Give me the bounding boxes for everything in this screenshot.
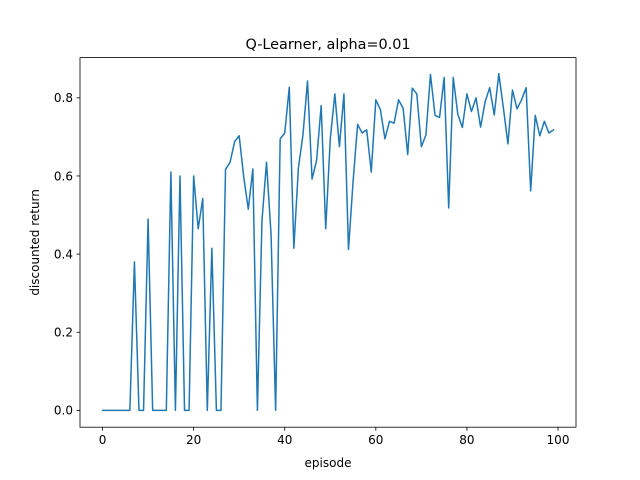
y-tick-label: 0.0 (54, 404, 73, 418)
chart-title: Q-Learner, alpha=0.01 (245, 37, 410, 53)
x-tick-label: 60 (368, 433, 383, 447)
plot-frame (79, 57, 577, 428)
y-axis-title: discounted return (28, 189, 42, 296)
y-tick-label: 0.6 (54, 169, 73, 183)
x-axis-title: episode (305, 456, 352, 470)
x-tick-label: 100 (547, 433, 570, 447)
x-tick-label: 80 (459, 433, 474, 447)
x-tick-label: 0 (99, 433, 107, 447)
y-axis-ticks: 0.0 0.2 0.4 0.6 0.8 (54, 91, 80, 418)
y-tick-label: 0.2 (54, 326, 73, 340)
x-tick-label: 20 (186, 433, 201, 447)
y-tick-label: 0.4 (54, 247, 73, 261)
plot-area (80, 57, 576, 428)
y-tick-label: 0.8 (54, 91, 73, 105)
x-axis-ticks: 0 20 40 60 80 100 (99, 427, 570, 447)
discounted-return-series-line (101, 72, 555, 412)
x-tick-label: 40 (277, 433, 292, 447)
